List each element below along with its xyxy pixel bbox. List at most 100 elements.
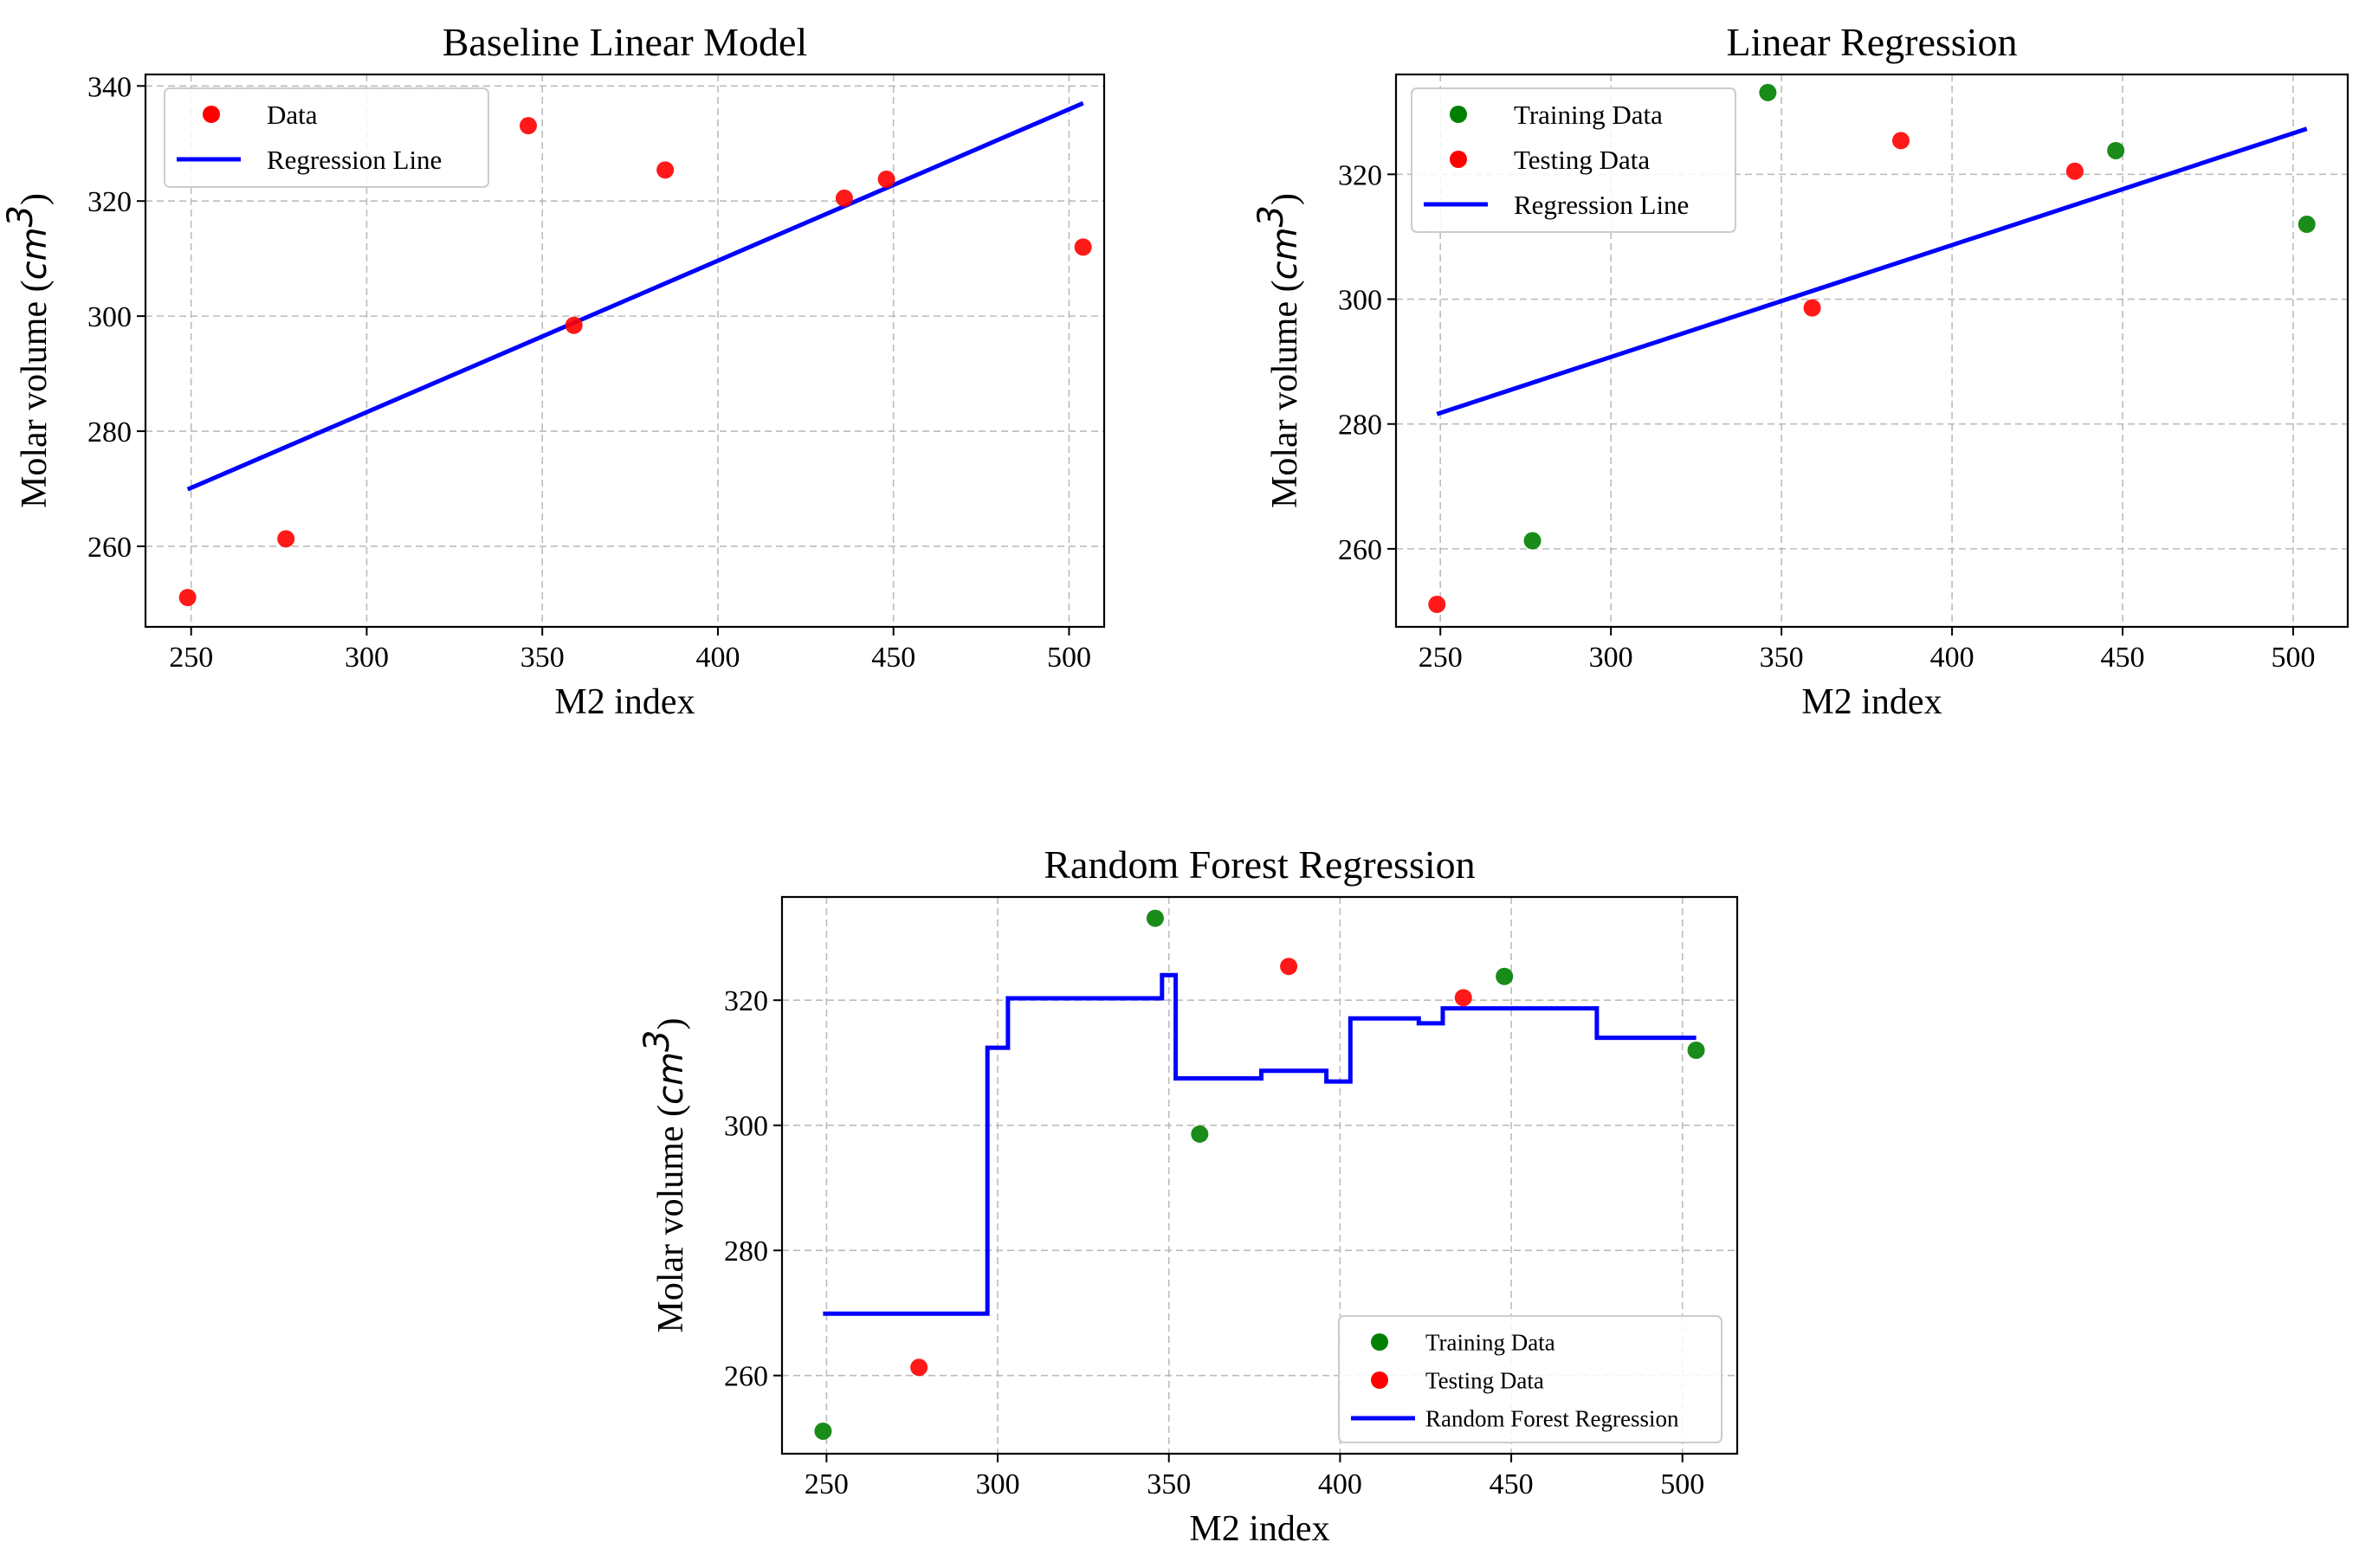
x-axis-label: M2 index xyxy=(1801,682,1942,722)
legend-box xyxy=(164,87,489,188)
axes-frame xyxy=(780,895,1739,1455)
data-point xyxy=(178,589,197,607)
x-tick-label: 250 xyxy=(169,642,213,674)
training-data-point xyxy=(1146,909,1164,927)
gridlines xyxy=(145,74,1104,627)
x-tick-label: 400 xyxy=(695,642,740,674)
y-tick-label: 320 xyxy=(1338,159,1382,191)
legend-label: Testing Data xyxy=(1514,145,1650,175)
legend-label: Training Data xyxy=(1514,100,1663,130)
plot-area xyxy=(814,909,1705,1440)
x-tick-label: 300 xyxy=(1589,642,1633,674)
data-point xyxy=(877,170,895,188)
legend-box xyxy=(1411,87,1736,233)
legend-label: Training Data xyxy=(1425,1329,1555,1355)
training-data-point xyxy=(1496,967,1514,985)
chart-title: Baseline Linear Model xyxy=(443,20,808,64)
data-point xyxy=(565,316,583,334)
y-axis-label-exponent: 3 xyxy=(637,1029,677,1051)
x-tick-label: 400 xyxy=(1930,642,1975,674)
chart-title: Random Forest Regression xyxy=(1044,842,1475,887)
x-tick-label: 450 xyxy=(1490,1468,1534,1500)
x-tick-label: 450 xyxy=(2101,642,2145,674)
x-tick-label: 450 xyxy=(871,642,915,674)
legend-box xyxy=(1338,1315,1722,1443)
y-axis-label-text: Molar volume ( xyxy=(651,1105,691,1333)
y-axis-label-unit: cm xyxy=(651,1052,691,1105)
chart-title: Linear Regression xyxy=(1727,20,2018,64)
data-point xyxy=(519,117,537,135)
y-axis-label-exponent: 3 xyxy=(1251,205,1291,227)
regression-line xyxy=(186,100,1084,492)
training-data-point xyxy=(1687,1042,1705,1060)
x-tick-label: 400 xyxy=(1318,1468,1362,1500)
testing-data-point xyxy=(1280,958,1298,976)
y-tick-label: 260 xyxy=(1338,534,1382,566)
legend-marker xyxy=(1450,151,1467,168)
y-axis-label-text: Molar volume ( xyxy=(15,280,55,508)
y-axis-label-close: ) xyxy=(651,1017,691,1029)
axes-frame xyxy=(144,73,1106,629)
legend-label: Random Forest Regression xyxy=(1425,1405,1679,1431)
y-axis-label-text: Molar volume ( xyxy=(1265,280,1305,508)
testing-data-point xyxy=(2065,162,2084,180)
y-tick-label: 260 xyxy=(724,1361,768,1393)
data-point xyxy=(656,161,675,179)
data-point xyxy=(835,189,853,207)
legend-marker xyxy=(203,106,220,123)
y-tick-label: 280 xyxy=(87,416,132,448)
testing-data-point xyxy=(1428,596,1446,614)
y-tick-label: 320 xyxy=(724,985,768,1017)
x-tick-label: 250 xyxy=(1419,642,1463,674)
random-forest-step-line xyxy=(823,972,1697,1316)
chart-panel-3: 250 300 350 400 450 500 260 280 300 320 Random For… xyxy=(637,842,1739,1549)
legend: Training Data Testing Data Regression Line xyxy=(1411,87,1736,233)
axes-frame xyxy=(1394,73,2349,629)
legend-label: Testing Data xyxy=(1425,1367,1544,1393)
gridlines xyxy=(782,897,1737,1454)
legend: Training Data Testing Data Random Forest R… xyxy=(1338,1315,1722,1443)
y-axis-label-close: ) xyxy=(1265,193,1305,205)
y-axis-label: Molar volume (cm3) xyxy=(1251,193,1305,508)
x-tick-label: 500 xyxy=(1047,642,1091,674)
y-axis-label: Molar volume (cm3) xyxy=(637,1017,691,1332)
testing-data-point xyxy=(1803,299,1821,317)
x-tick-label: 500 xyxy=(2271,642,2315,674)
y-tick-label: 260 xyxy=(87,532,132,564)
x-axis-label: M2 index xyxy=(554,682,695,722)
x-tick-label: 350 xyxy=(1147,1468,1191,1500)
x-tick-label: 500 xyxy=(1660,1468,1704,1500)
y-axis-label-unit: cm xyxy=(1265,227,1305,280)
y-tick-label: 300 xyxy=(724,1111,768,1143)
chart-panel-2: 250 300 350 400 450 500 260 280 300 320 Linear Reg… xyxy=(1251,20,2349,722)
y-axis-label: Molar volume (cm3) xyxy=(1,193,55,508)
training-data-point xyxy=(2298,216,2316,234)
legend-marker xyxy=(1371,1371,1388,1389)
legend-label: Regression Line xyxy=(1514,190,1689,220)
plot-area xyxy=(1428,83,2316,614)
training-data-point xyxy=(1759,83,1777,101)
training-data-point xyxy=(1191,1125,1209,1143)
y-tick-label: 300 xyxy=(87,301,132,333)
x-axis-label: M2 index xyxy=(1189,1509,1329,1549)
data-point xyxy=(1074,238,1092,256)
y-tick-label: 320 xyxy=(87,186,132,218)
x-tick-label: 300 xyxy=(976,1468,1020,1500)
x-tick-label: 350 xyxy=(520,642,565,674)
chart-panel-1: 250 300 350 400 450 500 260 280 300 320 340 Baselin… xyxy=(1,20,1106,722)
testing-data-point xyxy=(1454,989,1472,1007)
training-data-point xyxy=(2107,141,2125,159)
plot-area xyxy=(178,100,1092,607)
y-axis-label-exponent: 3 xyxy=(1,205,41,227)
y-tick-label: 300 xyxy=(1338,285,1382,317)
x-tick-label: 300 xyxy=(345,642,389,674)
legend-marker xyxy=(1371,1333,1388,1351)
legend-label: Data xyxy=(267,100,318,130)
x-tick-label: 350 xyxy=(1760,642,1804,674)
y-tick-label: 280 xyxy=(724,1236,768,1268)
data-point xyxy=(277,530,295,548)
legend: Data Regression Line xyxy=(164,87,489,188)
regression-line xyxy=(1436,126,2308,416)
training-data-point xyxy=(1523,532,1541,550)
